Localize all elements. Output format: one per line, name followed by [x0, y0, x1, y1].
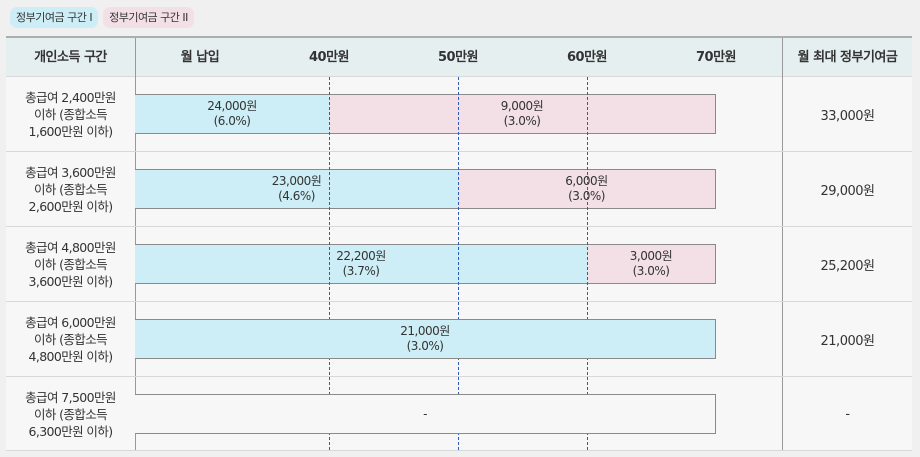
- table-row: 총급여 3,600만원 이하 (종합소득 2,600만원 이하) 23,000원…: [6, 152, 912, 227]
- payment-bar: 24,000원 (6.0%) 9,000원 (3.0%): [135, 94, 716, 134]
- table-row: 총급여 4,800만원 이하 (종합소득 3,600만원 이하) 22,200원…: [6, 227, 912, 302]
- tier-2-segment: 6,000원 (3.0%): [458, 170, 715, 208]
- income-range-label: 총급여 3,600만원 이하 (종합소득 2,600만원 이하): [6, 152, 135, 227]
- tier-1-amount: 21,000원: [400, 324, 450, 338]
- payment-bar: 21,000원 (3.0%): [135, 319, 716, 359]
- income-line: 2,600만원 이하): [28, 199, 113, 214]
- tier-1-amount: 22,200원: [336, 249, 386, 263]
- income-range-label: 총급여 2,400만원 이하 (종합소득 1,600만원 이하): [6, 77, 135, 152]
- table-row: 총급여 7,500만원 이하 (종합소득 6,300만원 이하) - -: [6, 377, 912, 452]
- tier-1-rate: (6.0%): [213, 114, 251, 128]
- tier-2-amount: 9,000원: [500, 99, 544, 113]
- max-contribution-value: 25,200원: [820, 259, 875, 274]
- income-line: 이하 (종합소득: [33, 332, 108, 347]
- tier-2-rate: (3.0%): [568, 189, 605, 203]
- income-range-label: 총급여 4,800만원 이하 (종합소득 3,600만원 이하): [6, 227, 135, 302]
- payment-bar: 22,200원 (3.7%) 3,000원 (3.0%): [135, 244, 716, 284]
- tier-1-rate: (4.6%): [278, 189, 315, 203]
- tier-1-amount: 23,000원: [271, 174, 322, 188]
- legend: 정부기여금 구간 I 정부기여금 구간 II: [10, 7, 194, 28]
- income-line: 이하 (종합소득: [33, 182, 108, 197]
- tier-1-segment: 24,000원 (6.0%): [135, 95, 329, 133]
- income-range-label: 총급여 6,000만원 이하 (종합소득 4,800만원 이하): [6, 302, 135, 377]
- payment-bar: 23,000원 (4.6%) 6,000원 (3.0%): [135, 169, 716, 209]
- legend-badge-tier-1: 정부기여금 구간 I: [10, 7, 99, 28]
- gridline-60: [587, 77, 588, 450]
- max-contribution-value: 33,000원: [820, 109, 875, 124]
- tier-1-segment: 22,200원 (3.7%): [135, 245, 587, 283]
- table-header: 개인소득 구간 월 납입 40만원 50만원 60만원 70만원 월 최대 정부…: [6, 38, 912, 77]
- header-tick-50: 50만원: [437, 50, 479, 65]
- max-contribution-value: 29,000원: [820, 184, 875, 199]
- gridline-40: [329, 77, 330, 450]
- income-line: 총급여 6,000만원: [25, 315, 116, 330]
- max-contribution-value: -: [845, 407, 850, 422]
- income-line: 총급여 3,600만원: [25, 165, 116, 180]
- empty-dash: -: [423, 406, 427, 421]
- tier-1-amount: 24,000원: [207, 99, 257, 113]
- income-line: 총급여 2,400만원: [25, 90, 116, 105]
- tier-2-rate: (3.0%): [632, 264, 670, 278]
- payment-bar: -: [135, 394, 716, 434]
- income-line: 이하 (종합소득: [33, 107, 108, 122]
- income-line: 6,300만원 이하): [28, 424, 113, 439]
- tier-1-segment: 23,000원 (4.6%): [135, 170, 458, 208]
- tier-1-rate: (3.0%): [406, 339, 444, 353]
- table-row: 총급여 2,400만원 이하 (종합소득 1,600만원 이하) 24,000원…: [6, 77, 912, 152]
- header-tick-60: 60만원: [566, 50, 608, 65]
- tier-2-segment: 9,000원 (3.0%): [329, 95, 715, 133]
- income-line: 총급여 7,500만원: [25, 390, 116, 405]
- income-line: 총급여 4,800만원: [25, 240, 116, 255]
- tier-2-amount: 6,000원: [565, 174, 608, 188]
- tier-1-segment: 21,000원 (3.0%): [135, 320, 715, 358]
- header-tick-70: 70만원: [695, 50, 737, 65]
- tier-2-amount: 3,000원: [629, 249, 673, 263]
- income-line: 4,800만원 이하): [28, 349, 113, 364]
- header-tick-40: 40만원: [308, 50, 350, 65]
- income-line: 이하 (종합소득: [33, 257, 108, 272]
- tier-2-segment: 3,000원 (3.0%): [587, 245, 715, 283]
- header-monthly-payment: 월 납입: [180, 50, 220, 65]
- column-divider-right: [782, 38, 783, 450]
- income-line: 이하 (종합소득: [33, 407, 108, 422]
- max-contribution-value: 21,000원: [820, 334, 875, 349]
- empty-segment: -: [135, 395, 715, 433]
- contribution-table: 개인소득 구간 월 납입 40만원 50만원 60만원 70만원 월 최대 정부…: [6, 36, 912, 451]
- gridline-50: [458, 77, 459, 450]
- table-row: 총급여 6,000만원 이하 (종합소득 4,800만원 이하) 21,000원…: [6, 302, 912, 377]
- header-income-range: 개인소득 구간: [34, 50, 107, 65]
- income-line: 3,600만원 이하): [28, 274, 113, 289]
- legend-badge-tier-2: 정부기여금 구간 II: [103, 7, 194, 28]
- income-range-label: 총급여 7,500만원 이하 (종합소득 6,300만원 이하): [6, 377, 135, 452]
- income-line: 1,600만원 이하): [28, 124, 113, 139]
- tier-1-rate: (3.7%): [342, 264, 380, 278]
- tier-2-rate: (3.0%): [503, 114, 541, 128]
- header-max-contribution: 월 최대 정부기여금: [797, 50, 898, 65]
